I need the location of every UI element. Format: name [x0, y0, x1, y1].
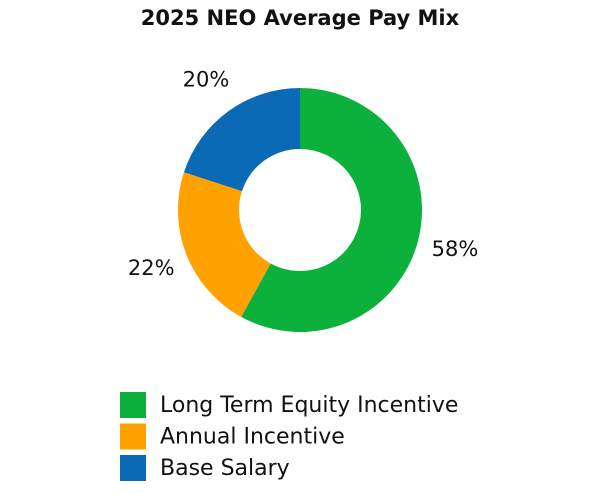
donut-slice [183, 88, 300, 192]
chart-title: 2025 NEO Average Pay Mix [141, 6, 460, 30]
legend-swatch [120, 455, 146, 481]
value-label: 20% [183, 68, 230, 92]
legend-label: Long Term Equity Incentive [160, 393, 458, 418]
donut-slice [241, 88, 422, 333]
value-label: 22% [128, 256, 175, 280]
donut-slice [178, 172, 271, 317]
legend-label: Annual Incentive [160, 425, 345, 450]
legend-swatch [120, 423, 146, 450]
legend-label: Base Salary [160, 456, 290, 481]
value-label: 58% [432, 237, 479, 261]
legend-swatch [120, 392, 146, 418]
